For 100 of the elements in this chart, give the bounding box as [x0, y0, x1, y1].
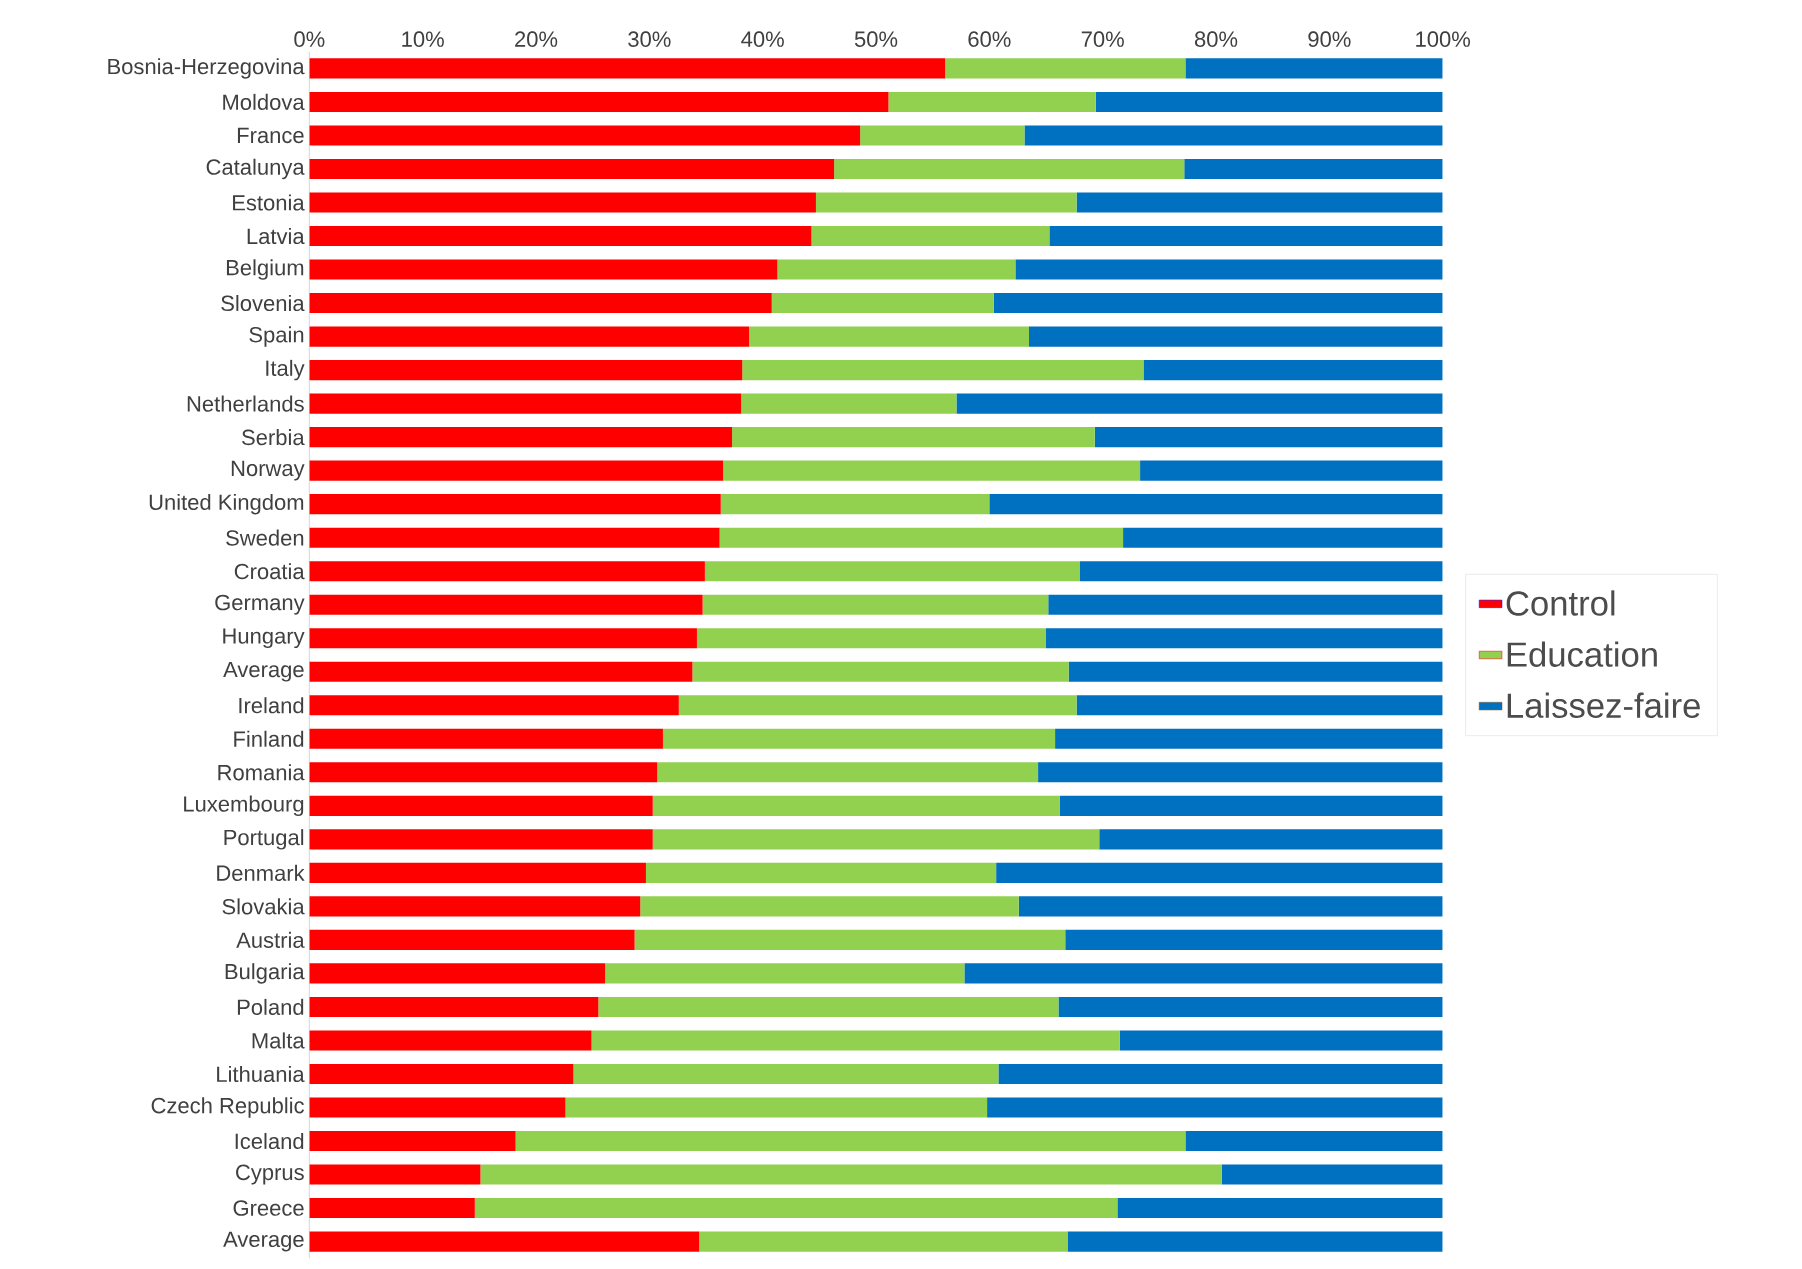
- bar: [309, 795, 653, 816]
- bar: [309, 360, 743, 381]
- bar: [699, 1231, 1068, 1252]
- x-tick-label: 0%: [294, 31, 325, 47]
- bar: [640, 896, 1019, 917]
- bar: [749, 326, 1030, 347]
- bar: [945, 58, 1186, 79]
- bar: [1065, 929, 1443, 950]
- bar: [1117, 1198, 1443, 1219]
- bar: [732, 427, 1095, 448]
- bar: [1185, 58, 1443, 79]
- bar: [309, 862, 646, 883]
- bar: [1140, 460, 1443, 481]
- y-tick-label: Italy: [266, 359, 305, 381]
- bar: [1018, 896, 1443, 917]
- bar: [309, 896, 641, 917]
- bar: [1123, 527, 1443, 548]
- bar: [1024, 125, 1443, 146]
- bar: [811, 225, 1050, 247]
- y-tick-label: Belgium: [226, 259, 304, 280]
- bar: [719, 527, 1124, 548]
- y-tick-label: Average: [223, 1231, 304, 1252]
- bar: [964, 963, 1443, 984]
- bar: [741, 393, 957, 414]
- bar: [1059, 795, 1443, 816]
- y-tick-label: France: [237, 127, 304, 144]
- bar: [1095, 91, 1443, 112]
- y-tick-label: Finland: [234, 730, 304, 747]
- bar: [1185, 1130, 1443, 1152]
- bar: [309, 695, 679, 716]
- x-tick-label: 20%: [515, 31, 558, 47]
- y-tick-label: Czech Republic: [151, 1097, 304, 1118]
- bar: [1029, 326, 1443, 347]
- y-tick-label: Ireland: [239, 697, 304, 714]
- bar: [720, 494, 990, 515]
- bar: [309, 326, 750, 347]
- bar: [645, 862, 997, 883]
- y-tick-label: Bulgaria: [225, 963, 305, 984]
- x-tick-label: 90%: [1308, 31, 1351, 47]
- y-tick-label: Netherlands: [187, 395, 304, 412]
- y-tick-label: Spain: [249, 326, 304, 347]
- y-tick-label: United Kingdom: [149, 493, 304, 515]
- x-tick-label: 100%: [1416, 31, 1471, 47]
- y-tick-label: Slovakia: [222, 898, 305, 915]
- y-tick-label: Norway: [231, 460, 305, 481]
- bar: [1080, 561, 1443, 582]
- bar: [1076, 695, 1443, 716]
- bar: [662, 728, 1056, 749]
- y-tick-label: Iceland: [235, 1132, 304, 1150]
- bar: [309, 1063, 574, 1085]
- y-tick-label: Serbia: [242, 429, 305, 446]
- bar: [309, 1097, 566, 1118]
- bar: [309, 393, 742, 414]
- bar: [309, 91, 889, 112]
- bar: [996, 862, 1443, 883]
- y-tick-label: Croatia: [234, 563, 305, 580]
- bar: [692, 661, 1069, 682]
- y-tick-label: Portugal: [224, 829, 304, 850]
- bar: [309, 58, 946, 79]
- bar: [1048, 594, 1443, 615]
- y-tick-label: Germany: [215, 594, 305, 615]
- bar: [723, 460, 1141, 481]
- legend-label: Control: [1506, 590, 1615, 616]
- bar: [834, 158, 1185, 180]
- y-tick-label: Hungary: [223, 628, 305, 649]
- bar: [573, 1063, 999, 1085]
- bar: [309, 1030, 592, 1051]
- bar: [1046, 628, 1443, 649]
- bar: [657, 762, 1039, 783]
- y-tick-label: Romania: [218, 764, 305, 781]
- y-tick-label: Cyprus: [236, 1164, 304, 1185]
- x-tick-label: 10%: [402, 31, 444, 47]
- y-tick-label: Greece: [233, 1200, 304, 1216]
- x-tick-label: 30%: [628, 31, 671, 47]
- y-tick-label: Slovenia: [221, 294, 305, 312]
- bar: [309, 728, 663, 749]
- y-tick-label: Catalunya: [206, 158, 305, 180]
- bar: [474, 1198, 1118, 1219]
- bar: [1049, 225, 1443, 247]
- bar: [309, 561, 705, 582]
- bar: [309, 293, 772, 314]
- bar: [1094, 427, 1443, 448]
- bar: [860, 125, 1025, 146]
- bar: [1143, 360, 1443, 381]
- bar: [771, 293, 994, 314]
- bar: [480, 1164, 1222, 1185]
- y-tick-label: Bosnia-Herzegovina: [108, 58, 305, 79]
- bar: [309, 1130, 516, 1152]
- bar: [742, 360, 1144, 381]
- y-tick-label: Austria: [236, 931, 305, 948]
- legend-label: Laissez-faire: [1507, 692, 1700, 719]
- legend-label: Education: [1507, 641, 1657, 667]
- x-tick-label: 40%: [741, 31, 784, 47]
- bar: [1221, 1164, 1443, 1185]
- y-tick-label: Luxembourg: [184, 795, 304, 817]
- bar: [1119, 1030, 1443, 1051]
- bar: [1076, 192, 1443, 213]
- bar: [515, 1130, 1186, 1152]
- bar: [989, 494, 1443, 515]
- bar: [309, 158, 835, 180]
